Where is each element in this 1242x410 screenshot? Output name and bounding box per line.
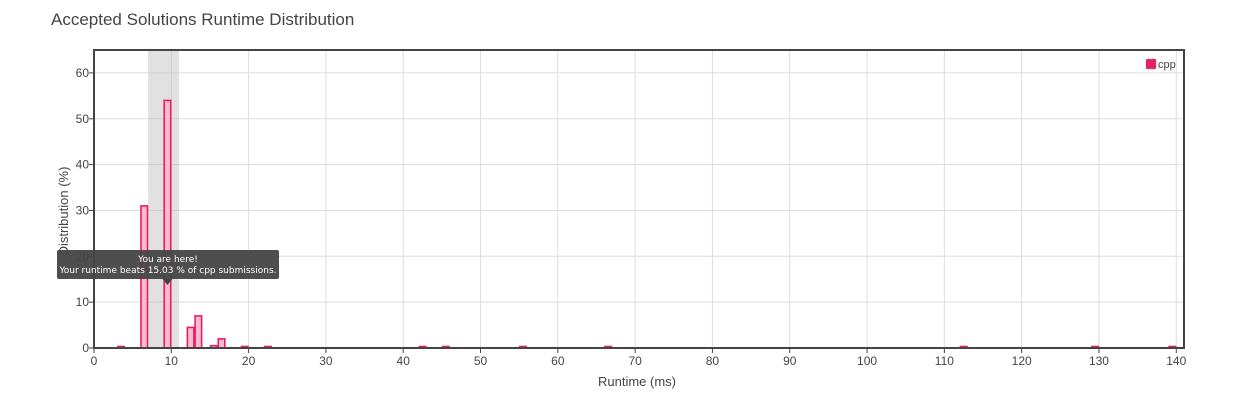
legend[interactable]: cpp (1145, 58, 1176, 71)
y-tick-label: 60 (76, 66, 90, 80)
tooltip-line-1: You are here! (137, 255, 198, 265)
x-axis-title: Runtime (ms) (598, 374, 676, 389)
x-tick-label: 110 (935, 354, 954, 368)
y-tick-label: 40 (76, 158, 90, 172)
tooltip-arrow (162, 279, 173, 285)
x-tick-label: 60 (551, 354, 565, 368)
x-tick-label: 70 (628, 354, 642, 368)
bar-cpp[interactable] (194, 315, 203, 349)
grid-lines (93, 50, 1184, 349)
bar-cpp[interactable] (163, 99, 172, 349)
x-tick-label: 10 (165, 354, 179, 368)
x-tick-label: 80 (706, 354, 720, 368)
plot-frame (93, 49, 1185, 349)
y-tick-label: 0 (82, 341, 89, 355)
legend-swatch-cpp[interactable] (1145, 58, 1157, 70)
x-tick-label: 40 (397, 354, 411, 368)
x-tick-label: 140 (1166, 354, 1186, 368)
y-tick-label: 30 (76, 203, 90, 217)
x-tick-label: 20 (242, 354, 256, 368)
x-tick-labels: 0 10 20 30 40 50 60 70 80 90 100 110 120 130 140 (91, 348, 1187, 368)
tooltip-box (57, 250, 279, 279)
x-tick-label: 0 (91, 354, 98, 368)
plot-border (93, 49, 1185, 349)
x-tick-label: 50 (474, 354, 488, 368)
x-tick-label: 100 (857, 354, 877, 368)
bar-cpp[interactable] (217, 338, 226, 349)
tooltip-line-2: Your runtime beats 15.03 % of cpp submis… (58, 266, 276, 276)
legend-label-cpp[interactable]: cpp (1158, 59, 1176, 71)
bars (116, 99, 1177, 349)
chart-title: Accepted Solutions Runtime Distribution (51, 10, 355, 29)
x-tick-label: 90 (783, 354, 797, 368)
x-tick-label: 130 (1089, 354, 1109, 368)
tooltip: You are here! Your runtime beats 15.03 %… (57, 250, 279, 285)
bar-cpp[interactable] (186, 326, 195, 349)
y-tick-label: 10 (76, 295, 90, 309)
y-axis-title: Distribution (%) (56, 167, 71, 256)
y-tick-label: 50 (76, 112, 90, 126)
x-tick-label: 30 (319, 354, 333, 368)
x-tick-label: 120 (1012, 354, 1032, 368)
